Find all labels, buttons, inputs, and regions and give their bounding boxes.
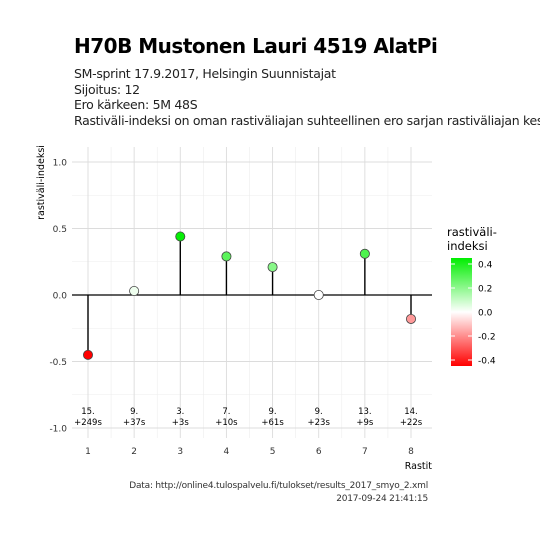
data-point <box>129 286 140 297</box>
annotation-rank: 3. <box>176 407 184 417</box>
annotation-diff: +37s <box>123 418 146 428</box>
annotation-rank: 7. <box>222 407 230 417</box>
y-tick-label: 0.0 <box>53 292 68 302</box>
data-point <box>83 349 94 360</box>
chart-subtitle: SM-sprint 17.9.2017, Helsingin Suunnista… <box>74 66 540 128</box>
x-tick-label: 5 <box>270 447 276 457</box>
subtitle-line-gap: Ero kärkeen: 5M 48S <box>74 97 198 112</box>
annotation-diff: +10s <box>215 418 238 428</box>
x-tick-label: 7 <box>362 447 368 457</box>
legend-tick-label: 0.0 <box>478 309 493 319</box>
legend-tick-label: -0.2 <box>478 333 496 343</box>
subtitle-line-description: Rastiväli-indeksi on oman rastiväliajan … <box>74 112 540 128</box>
axes: 1.0 0.5 0.0 -0.5 -1.0 1 2 3 4 5 6 7 8 Rastit rastiväli… <box>36 145 432 472</box>
caption-source: Data: http://online4.tulospalvelu.fi/tul… <box>129 481 428 491</box>
annotation-rank: 9. <box>130 407 138 417</box>
x-tick-label: 1 <box>85 447 91 457</box>
y-tick-label: 0.5 <box>53 225 67 235</box>
annotations: 15.+249s9.+37s3.+3s7.+10s9.+61s9.+23s13.… <box>74 407 423 428</box>
caption-timestamp: 2017-09-24 21:41:15 <box>336 493 428 504</box>
legend-title-line: rastiväli- <box>447 225 497 239</box>
points <box>83 231 416 360</box>
legend-color-bar <box>451 258 472 366</box>
y-tick-label: 1.0 <box>53 159 68 169</box>
subtitle-line-event: SM-sprint 17.9.2017, Helsingin Suunnista… <box>74 66 336 81</box>
data-point <box>175 231 186 242</box>
legend-tick-label: 0.2 <box>478 285 492 295</box>
annotation-rank: 13. <box>358 407 372 417</box>
data-point <box>221 251 232 262</box>
data-point <box>267 262 278 273</box>
annotation-diff: +22s <box>400 418 423 428</box>
x-tick-label: 8 <box>408 447 414 457</box>
color-legend: rastiväli-indeksi 0.4 0.2 0.0 -0.2 -0.4 <box>447 225 497 367</box>
plot-panel <box>72 147 432 438</box>
legend-tick-label: -0.4 <box>478 357 496 367</box>
annotation-rank: 9. <box>269 407 277 417</box>
chart-title: H70B Mustonen Lauri 4519 AlatPi <box>74 34 438 58</box>
annotation-diff: +3s <box>172 418 190 428</box>
x-tick-label: 6 <box>316 447 322 457</box>
data-point <box>313 289 324 300</box>
annotation-rank: 14. <box>404 407 418 417</box>
legend-tick-label: 0.4 <box>478 261 493 271</box>
x-tick-label: 4 <box>224 447 230 457</box>
subtitle-line-rank: Sijoitus: 12 <box>74 81 140 97</box>
caption: Data: http://online4.tulospalvelu.fi/tul… <box>129 480 428 505</box>
annotation-rank: 15. <box>81 407 95 417</box>
annotation-diff: +23s <box>308 418 331 428</box>
annotation-diff: +61s <box>261 418 284 428</box>
stems <box>72 236 432 355</box>
legend-title-line: indeksi <box>447 239 488 253</box>
x-tick-label: 3 <box>177 447 183 457</box>
y-tick-label: -1.0 <box>49 425 67 435</box>
annotation-diff: +9s <box>356 418 374 428</box>
annotation-rank: 9. <box>315 407 323 417</box>
data-point <box>359 248 370 259</box>
y-tick-label: -0.5 <box>49 358 67 368</box>
data-point <box>405 313 416 324</box>
y-axis-title: rastiväli-indeksi <box>36 145 47 220</box>
x-tick-label: 2 <box>131 447 137 457</box>
annotation-diff: +249s <box>74 418 102 428</box>
x-axis-title: Rastit <box>405 461 433 472</box>
